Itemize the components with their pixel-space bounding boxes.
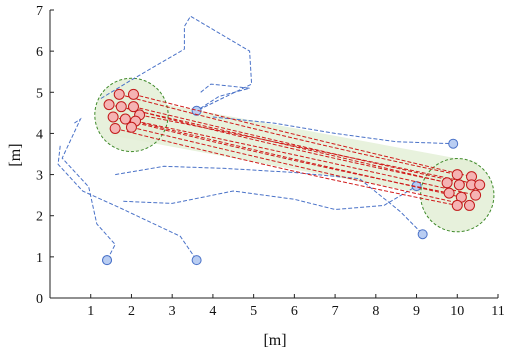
x-tick-label: 1 — [87, 304, 94, 319]
obstacle-path — [196, 83, 250, 112]
agent-trajectory — [133, 106, 472, 186]
agent-trajectory — [135, 120, 476, 196]
trajectory-layer — [108, 93, 480, 206]
agent-start-marker — [115, 101, 127, 113]
obstacle-marker — [417, 229, 428, 240]
obstacle-layer — [57, 15, 459, 266]
x-tick-label: 7 — [332, 304, 339, 319]
obstacle-path — [57, 145, 198, 261]
obstacle-path — [212, 116, 454, 145]
agent-trajectory — [131, 126, 470, 206]
agent-start-marker — [127, 101, 139, 113]
y-tick-label: 1 — [36, 251, 43, 266]
y-tick-label: 7 — [36, 4, 43, 19]
agent-trajectory — [121, 106, 460, 186]
agent-trajectory — [113, 116, 450, 194]
agent-start-marker — [103, 99, 115, 111]
corridor-region — [111, 94, 478, 204]
agent-start-marker — [127, 88, 139, 100]
x-tick-label: 11 — [491, 304, 504, 319]
x-tick-label: 5 — [250, 304, 257, 319]
agent-start-marker — [113, 88, 125, 100]
agent-goal-marker — [451, 199, 463, 211]
obstacle-marker — [191, 255, 202, 266]
agent-start-marker — [125, 121, 137, 133]
y-tick-label: 3 — [36, 169, 43, 184]
obstacle-marker — [448, 138, 459, 149]
axes: 1 2 3 4 5 6 7 8 9 10 11 0 1 2 3 4 5 6 7 — [36, 4, 505, 319]
x-tick-label: 9 — [413, 304, 420, 319]
obstacle-path — [115, 165, 424, 235]
x-tick-label: 3 — [169, 304, 176, 319]
agent-goal-marker — [451, 169, 463, 181]
agent-goal-marker — [474, 179, 486, 191]
x-tick-label: 8 — [372, 304, 379, 319]
agent-start-marker — [109, 122, 121, 134]
y-tick-label: 6 — [36, 45, 43, 60]
x-axis-label: [m] — [263, 332, 286, 349]
agent-trajectory — [115, 128, 458, 206]
agent-goal-marker — [443, 187, 455, 199]
agent-goal-marker — [441, 177, 453, 189]
y-tick-label: 0 — [36, 292, 43, 307]
obstacle-marker — [102, 255, 113, 266]
obstacle-marker — [191, 105, 202, 116]
agent-trajectory — [139, 114, 480, 186]
obstacle-path — [61, 117, 116, 261]
agent-start-marker — [107, 111, 119, 123]
agent-layer — [103, 88, 486, 211]
agent-trajectory — [119, 93, 458, 176]
agent-goal-marker — [463, 199, 475, 211]
agent-trajectory — [133, 93, 472, 178]
x-tick-label: 2 — [128, 304, 135, 319]
agent-start-marker — [119, 113, 131, 125]
x-tick-label: 4 — [209, 304, 216, 319]
y-axis-label: [m] — [7, 143, 24, 166]
x-tick-label: 10 — [450, 304, 464, 319]
obstacle-path — [123, 185, 417, 211]
y-tick-label: 5 — [36, 86, 43, 101]
agent-goal-marker — [470, 189, 482, 201]
y-tick-label: 4 — [36, 127, 43, 142]
x-tick-label: 6 — [291, 304, 298, 319]
agent-goal-marker — [453, 179, 465, 191]
agent-trajectory — [125, 118, 462, 198]
corridor-layer — [111, 94, 478, 204]
y-tick-label: 2 — [36, 210, 43, 225]
